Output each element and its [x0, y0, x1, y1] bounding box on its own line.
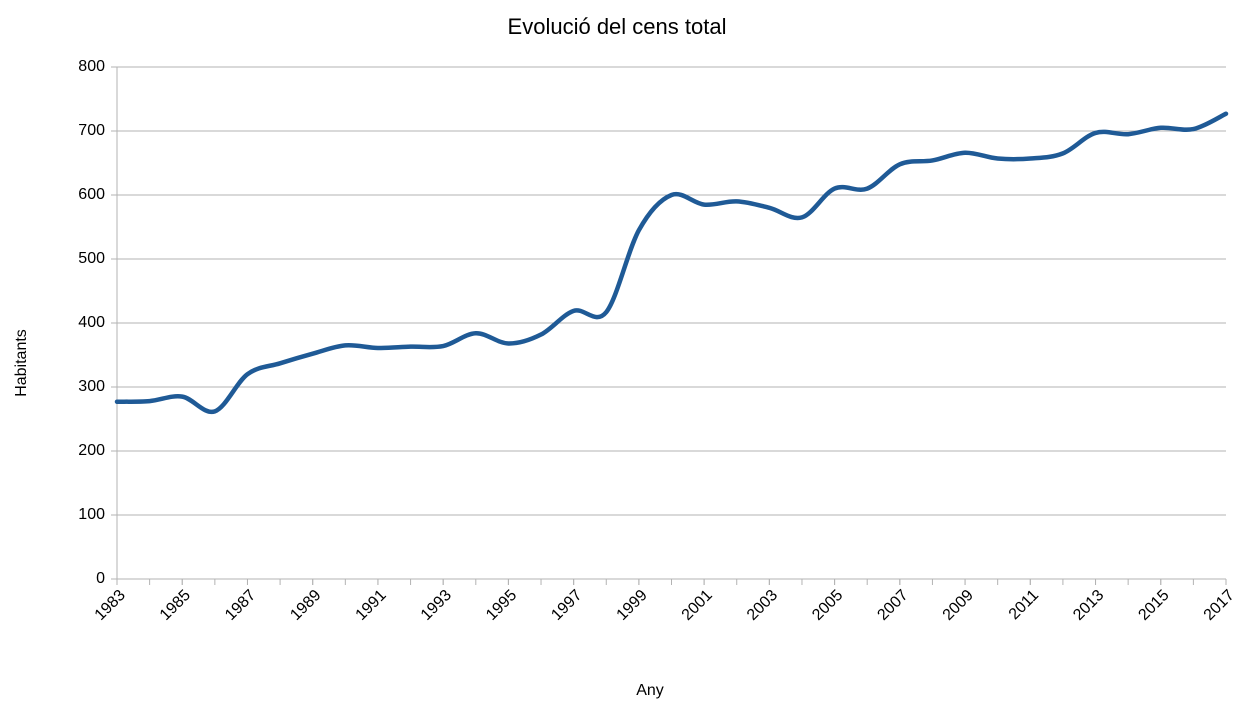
y-tick-label: 800: [78, 58, 105, 75]
x-tick-label: 1993: [418, 587, 455, 624]
x-axis-label: Any: [636, 682, 664, 699]
x-tick-label: 1985: [157, 587, 194, 624]
y-tick-label: 300: [78, 378, 105, 395]
y-tick-label: 500: [78, 250, 105, 267]
y-tick-label: 700: [78, 122, 105, 139]
y-axis-label: Habitants: [13, 329, 30, 397]
x-tick-label: 1989: [287, 587, 324, 624]
data-line: [114, 111, 1229, 415]
x-tick-label: 2011: [1006, 587, 1042, 623]
x-tick-label: 2009: [940, 587, 977, 624]
x-tick-label: 1983: [92, 587, 129, 624]
y-tick-label: 0: [96, 570, 105, 587]
x-tick-label: 1987: [222, 587, 259, 624]
x-tick-label: 2001: [679, 587, 716, 624]
y-tick-label: 100: [78, 506, 105, 523]
x-tick-label: 2015: [1135, 587, 1172, 624]
y-tick-label: 200: [78, 442, 105, 459]
x-tick-label: 1991: [353, 587, 390, 624]
x-tick-label: 2005: [809, 587, 846, 624]
x-tick-label: 1997: [548, 587, 585, 624]
chart-title: Evolució del cens total: [508, 14, 727, 39]
y-tick-label: 600: [78, 186, 105, 203]
x-tick-label: 2013: [1070, 587, 1107, 624]
x-tick-label: 2017: [1201, 587, 1235, 624]
x-tick-label: 1995: [483, 587, 520, 624]
x-tick-label: 2007: [874, 587, 911, 624]
y-tick-label: 400: [78, 314, 105, 331]
x-tick-label: 2003: [744, 587, 781, 624]
x-tick-label: 1999: [614, 587, 651, 624]
